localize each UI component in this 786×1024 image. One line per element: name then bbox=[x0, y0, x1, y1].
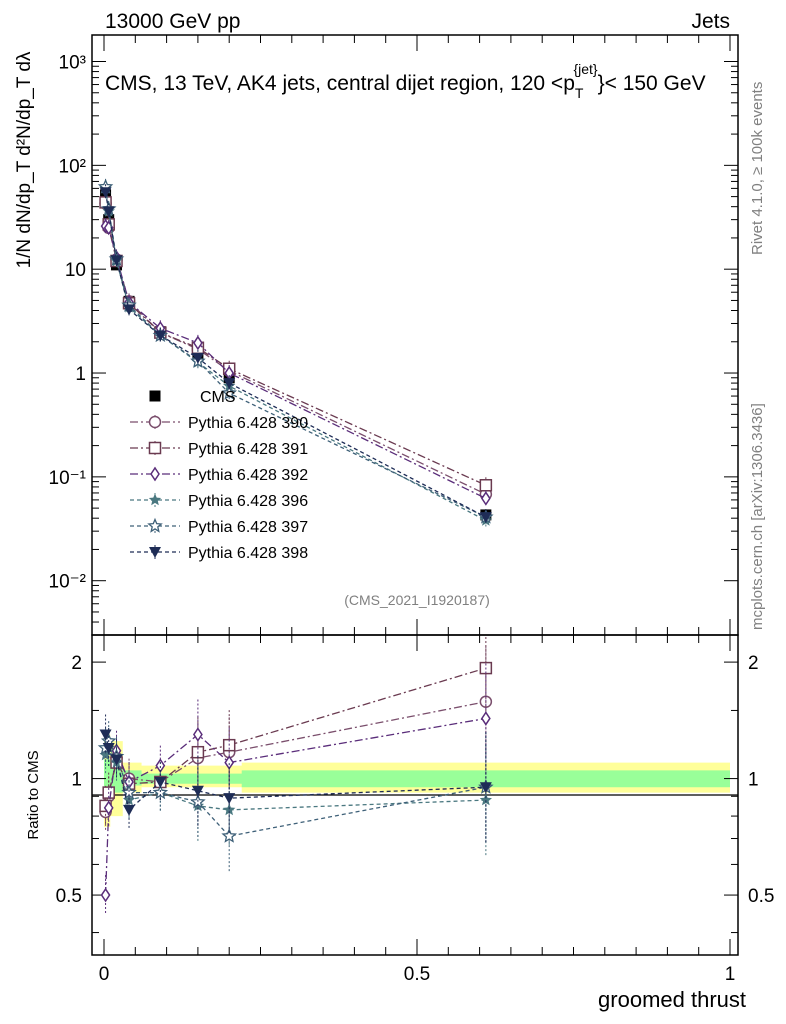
main-ytick-label: 10⁻² bbox=[49, 572, 87, 593]
side-label-top: Rivet 4.1.0, ≥ 100k events bbox=[749, 82, 766, 255]
side-label-top-group: Rivet 4.1.0, ≥ 100k events bbox=[749, 82, 766, 255]
ratio-point-marker bbox=[110, 754, 123, 766]
ratio-ytick-label-right: 2 bbox=[748, 653, 759, 674]
side-label-bottom-group: mcplots.cern.ch [arXiv:1306.3436] bbox=[749, 403, 766, 630]
main-point-marker bbox=[154, 330, 167, 342]
legend-entry: Pythia 6.428 396 bbox=[130, 493, 308, 510]
legend-marker-swatch bbox=[148, 493, 162, 506]
legend-entry: Pythia 6.428 390 bbox=[130, 415, 308, 432]
analysis-id: (CMS_2021_I1920187) bbox=[344, 592, 490, 608]
uncertainty-bands bbox=[104, 734, 730, 827]
ratio-plot-frame bbox=[91, 634, 739, 956]
plot-title-sup: {jet} bbox=[573, 61, 597, 77]
main-point-marker bbox=[223, 378, 236, 390]
series-pythia-6-428-391 bbox=[99, 194, 493, 826]
legend-entry: Pythia 6.428 392 bbox=[130, 466, 308, 484]
legend-marker-swatch bbox=[149, 390, 161, 402]
ratio-point-marker bbox=[102, 742, 115, 754]
ratio-point-marker bbox=[192, 727, 203, 742]
main-point-marker bbox=[99, 187, 112, 199]
series-pythia-6-428-398 bbox=[99, 184, 492, 843]
main-ylabel: 1/N dN/dp_T d²N/dp_T dλ bbox=[14, 51, 35, 268]
main-ytick-label: 1 bbox=[75, 364, 86, 385]
ratio-point-marker bbox=[154, 776, 167, 788]
x-tick-label: 0 bbox=[99, 964, 110, 985]
main-point-marker bbox=[480, 491, 491, 506]
ratio-point-marker bbox=[100, 887, 111, 903]
x-tick-label: 1 bbox=[725, 964, 736, 985]
legend-entry: Pythia 6.428 391 bbox=[130, 441, 308, 458]
main-ytick-label: 10³ bbox=[59, 53, 86, 74]
main-point-marker bbox=[123, 304, 136, 316]
x-axis-label: groomed thrust bbox=[598, 987, 746, 1012]
ratio-series-line bbox=[104, 717, 486, 896]
ratio-point-marker bbox=[479, 793, 492, 806]
ratio-ylabel: Ratio to CMS bbox=[25, 750, 42, 839]
legend: CMS Pythia 6.428 390 Pythia 6.428 391 Pythi… bbox=[130, 389, 308, 562]
legend-marker-swatch bbox=[148, 441, 162, 455]
plot-title-sub: T bbox=[575, 85, 584, 101]
legend-entry: Pythia 6.428 397 bbox=[130, 517, 308, 536]
main-series-line bbox=[104, 203, 487, 495]
ratio-ylabel-group: Ratio to CMS bbox=[25, 750, 42, 839]
main-series-line bbox=[104, 188, 487, 522]
main-series-line bbox=[105, 225, 487, 500]
legend-label: Pythia 6.428 396 bbox=[188, 493, 308, 510]
legend-marker-swatch bbox=[148, 415, 162, 429]
legend-marker-swatch bbox=[149, 547, 161, 558]
legend-label: CMS bbox=[200, 389, 236, 406]
ratio-ytick-label: 2 bbox=[71, 653, 82, 674]
legend-label: Pythia 6.428 397 bbox=[188, 519, 308, 536]
legend-label: Pythia 6.428 392 bbox=[188, 467, 308, 484]
ratio-point-marker bbox=[479, 782, 492, 794]
plot-title: CMS, 13 TeV, AK4 jets, central dijet reg… bbox=[105, 61, 706, 101]
main-series-line bbox=[104, 186, 487, 518]
ratio-ytick-label-right: 1 bbox=[748, 770, 759, 791]
x-tick-label: 0.5 bbox=[404, 964, 430, 985]
legend-marker-swatch bbox=[147, 517, 163, 533]
plot-title-main: CMS, 13 TeV, AK4 jets, central dijet reg… bbox=[105, 72, 575, 95]
series-pythia-6-428-392 bbox=[100, 218, 491, 916]
legend-marker-swatch bbox=[150, 466, 160, 482]
category-label: Jets bbox=[691, 10, 730, 33]
ratio-point-marker bbox=[480, 711, 491, 726]
ratio-point-marker bbox=[103, 800, 114, 816]
main-point-marker bbox=[192, 335, 203, 351]
series-pythia-6-428-396 bbox=[99, 180, 492, 856]
ratio-point-marker bbox=[191, 785, 204, 797]
main-point-marker bbox=[102, 206, 115, 218]
main-ytick-label: 10 bbox=[65, 260, 86, 281]
energy-label: 13000 GeV pp bbox=[105, 10, 240, 33]
axis-ticks: 10⁻² 10⁻¹ 1 10 10² 10³ 0.5 0.5 1 1 2 2 0 0.5 1 bbox=[49, 35, 774, 985]
legend-entry: Pythia 6.428 398 bbox=[130, 545, 308, 562]
main-ylabel-group: 1/N dN/dp_T d²N/dp_T dλ bbox=[14, 51, 35, 268]
plot-title-end: }< 150 GeV bbox=[598, 72, 706, 95]
side-label-bottom: mcplots.cern.ch [arXiv:1306.3436] bbox=[749, 403, 766, 630]
ratio-point-marker bbox=[123, 804, 136, 816]
main-point-marker bbox=[221, 385, 237, 400]
main-ytick-label: 10⁻¹ bbox=[49, 468, 87, 489]
ratio-ytick-label: 1 bbox=[71, 770, 82, 791]
legend-label: Pythia 6.428 391 bbox=[188, 441, 308, 458]
series-pythia-6-428-390 bbox=[99, 195, 493, 832]
legend-entry: CMS bbox=[149, 389, 236, 406]
legend-label: Pythia 6.428 390 bbox=[188, 415, 308, 432]
main-point-marker bbox=[110, 255, 123, 267]
main-point-marker bbox=[479, 512, 492, 524]
main-point-marker bbox=[191, 352, 204, 364]
main-point-marker bbox=[479, 479, 493, 492]
main-ytick-label: 10² bbox=[59, 156, 86, 177]
ratio-point-marker bbox=[221, 827, 238, 843]
series-layer bbox=[97, 178, 494, 916]
ratio-point-marker bbox=[223, 793, 236, 805]
green-uncertainty-band bbox=[104, 759, 730, 797]
legend-label: Pythia 6.428 398 bbox=[188, 545, 308, 562]
ratio-ytick-label: 0.5 bbox=[56, 886, 82, 907]
ratio-ytick-label-right: 0.5 bbox=[748, 886, 774, 907]
